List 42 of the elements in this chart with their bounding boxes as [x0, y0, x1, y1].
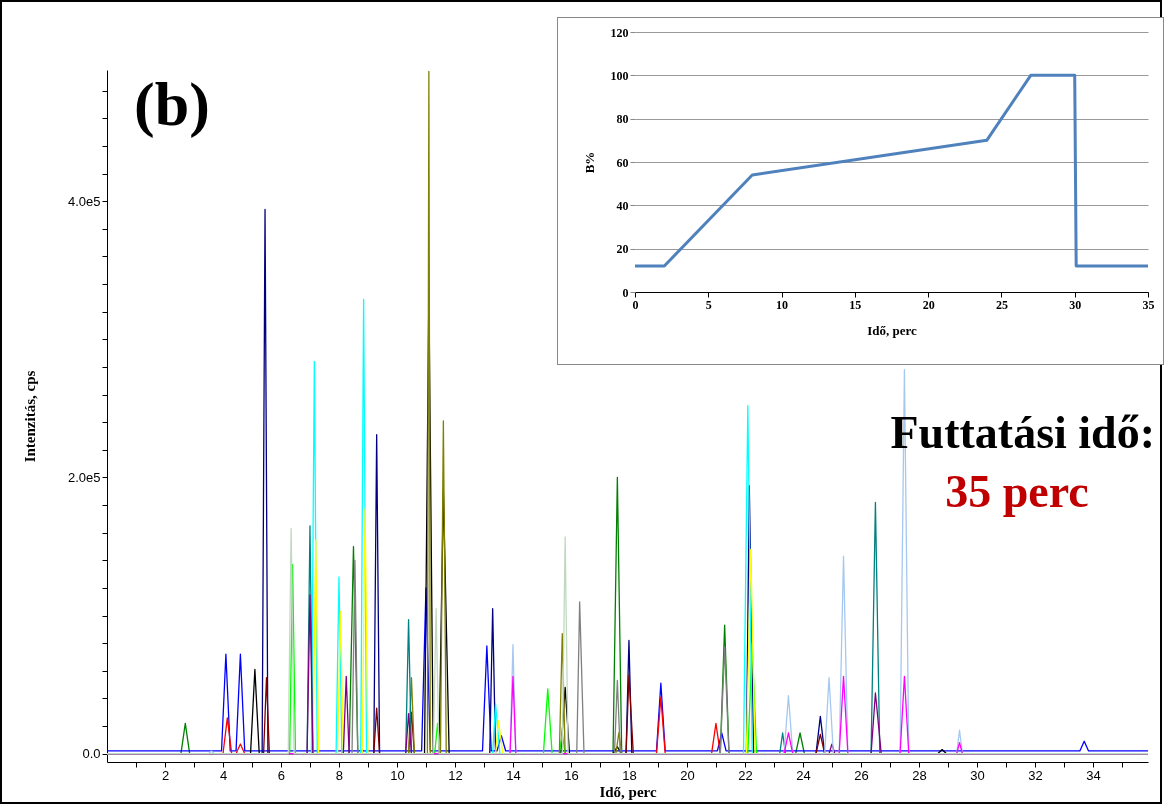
x-tick-label: 2	[161, 767, 170, 783]
y-axis-title: Intenzitás, cps	[21, 370, 38, 463]
x-tick-label: 15	[849, 297, 862, 312]
x-tick-label: 6	[277, 767, 286, 783]
y-tick-label: 4.0e5	[67, 193, 101, 209]
y-tick-label: 0	[622, 285, 629, 300]
x-axis-title: Idő, perc	[599, 783, 657, 800]
y-tick-label: 40	[616, 198, 629, 213]
x-tick-label: 35	[1142, 297, 1155, 312]
y-tick-label: 120	[610, 25, 629, 40]
x-tick-label: 32	[1028, 767, 1043, 783]
x-tick-label: 8	[335, 767, 344, 783]
y-tick-label: 60	[616, 155, 629, 170]
x-tick-label: 10	[776, 297, 789, 312]
y-tick-label: 2.0e5	[67, 469, 101, 485]
x-tick-label: 20	[922, 297, 935, 312]
x-tick-label: 0	[632, 297, 639, 312]
x-axis-title: Idő, perc	[867, 322, 918, 338]
x-tick-label: 25	[995, 297, 1008, 312]
y-axis-title: B%	[581, 151, 597, 174]
x-tick-label: 24	[796, 767, 811, 783]
x-tick-label: 30	[970, 767, 985, 783]
x-tick-label: 28	[912, 767, 927, 783]
y-tick-label: 100	[610, 68, 629, 83]
x-tick-label: 26	[854, 767, 869, 783]
annotation: 35 perc	[945, 466, 1089, 517]
y-tick-label: 20	[616, 242, 629, 257]
x-tick-label: 18	[622, 767, 637, 783]
x-tick-label: 10	[390, 767, 405, 783]
x-tick-label: 20	[680, 767, 695, 783]
annotation: Futtatási idő:	[890, 407, 1155, 458]
x-tick-label: 4	[219, 767, 228, 783]
x-tick-label: 34	[1086, 767, 1101, 783]
annotation: (b)	[134, 70, 210, 139]
x-tick-label: 30	[1069, 297, 1082, 312]
x-tick-label: 5	[705, 297, 712, 312]
y-tick-label: 80	[616, 112, 629, 127]
y-tick-label: 0.0	[82, 746, 101, 762]
x-tick-label: 22	[738, 767, 753, 783]
x-tick-label: 12	[448, 767, 463, 783]
x-tick-label: 16	[564, 767, 579, 783]
x-tick-label: 14	[506, 767, 521, 783]
